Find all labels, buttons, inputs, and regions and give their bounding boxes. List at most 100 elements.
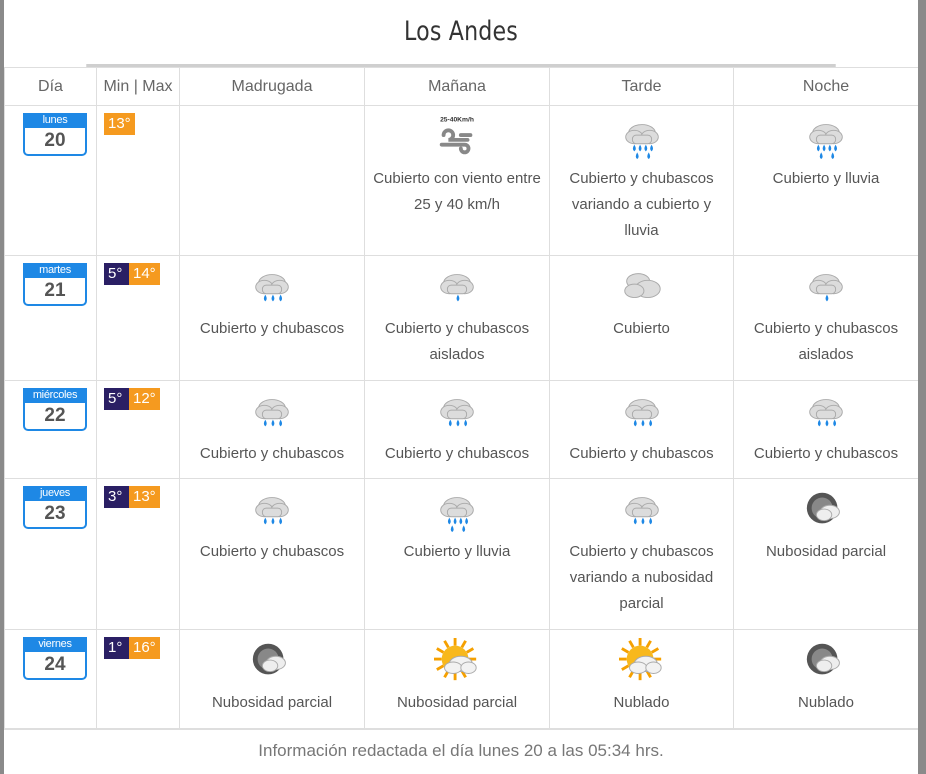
moon-cloud-icon: [806, 643, 840, 675]
forecast-row: martes 21 5° 14° Cubierto y chubascos Cu…: [4, 255, 918, 381]
day-badge: jueves 23: [23, 486, 87, 529]
day-number: 23: [44, 503, 66, 524]
temp-min: 5°: [104, 263, 129, 285]
period-cell: Cubierto y chubascos aislados: [364, 255, 550, 381]
condition-text: Cubierto con viento entre 25 y 40 km/h: [373, 170, 541, 213]
condition-text: Cubierto: [613, 320, 670, 337]
day-cell: miércoles 22: [4, 380, 97, 479]
period-cell: Cubierto y lluvia: [364, 478, 550, 630]
day-name: martes: [25, 263, 85, 278]
cloud-icon: [623, 273, 661, 299]
temp-cell: 13°: [96, 105, 180, 256]
condition-text: Nublado: [613, 694, 670, 711]
header-day: Día: [4, 67, 97, 106]
day-name: miércoles: [25, 388, 85, 403]
period-cell: Cubierto y chubascos: [549, 380, 734, 479]
condition-text: Nubosidad parcial: [211, 694, 333, 711]
period-cell: Nubosidad parcial: [179, 629, 365, 729]
period-cell: Nubosidad parcial: [733, 478, 918, 630]
light-rain-icon: [809, 274, 843, 302]
temp-max: 14°: [129, 263, 160, 285]
day-name: viernes: [25, 637, 85, 652]
condition-text: Cubierto y chubascos: [199, 445, 345, 462]
header-tarde: Tarde: [549, 67, 734, 106]
day-badge: miércoles 22: [23, 388, 87, 431]
forecast-table: Día Min | Max Madrugada Mañana Tarde Noc…: [4, 67, 918, 729]
condition-text: Nubosidad parcial: [765, 543, 887, 560]
moon-cloud-icon: [252, 643, 286, 675]
period-cell: 25-40Km/h Cubierto con viento entre 25 y…: [364, 105, 550, 256]
moon-cloud-icon: [806, 492, 840, 524]
forecast-row: jueves 23 3° 13° Cubierto y chubascos Cu…: [4, 478, 918, 630]
condition-text: Cubierto y chubascos: [199, 320, 345, 337]
sun-cloud-icon: [434, 638, 477, 681]
day-cell: viernes 24: [4, 629, 97, 729]
period-cell: Cubierto y chubascos: [733, 380, 918, 479]
showers-icon: [624, 497, 659, 525]
temp-cell: 5° 14°: [96, 255, 180, 381]
condition-text: Nublado: [798, 694, 854, 711]
condition-text: Cubierto y chubascos variando a cubierto…: [569, 170, 714, 239]
temp-max: 12°: [129, 388, 160, 410]
temp-max: 13°: [129, 486, 160, 508]
forecast-row: lunes 20 13° 25-40Km/h Cubierto con vien…: [4, 105, 918, 256]
showers-icon: [255, 497, 289, 525]
day-name: jueves: [25, 486, 85, 501]
header-row: Día Min | Max Madrugada Mañana Tarde Noc…: [4, 67, 918, 106]
forecast-row: viernes 24 1° 16° Nubosidad parcial Nubo…: [4, 629, 918, 729]
period-cell: Cubierto y chubascos aislados: [733, 255, 918, 381]
light-rain-icon: [440, 274, 474, 302]
condition-text: Nubosidad parcial: [396, 694, 518, 711]
period-cell: Nublado: [549, 629, 734, 729]
day-number: 20: [44, 130, 66, 151]
condition-text: Cubierto y lluvia: [772, 170, 880, 187]
condition-text: Cubierto y lluvia: [403, 543, 511, 560]
forecast-row: miércoles 22 5° 12° Cubierto y chubascos…: [4, 380, 918, 479]
day-number: 22: [44, 405, 66, 426]
temp-max: 16°: [129, 637, 160, 659]
wind-icon: 25-40Km/h: [439, 117, 474, 155]
temp-max: 13°: [104, 113, 135, 135]
day-cell: jueves 23: [4, 478, 97, 630]
header-madrugada: Madrugada: [179, 67, 365, 106]
heavy-rain-icon: [624, 124, 659, 160]
showers-icon: [624, 399, 659, 427]
wind-speed-label: 25-40Km/h: [440, 117, 474, 124]
header-noche: Noche: [733, 67, 918, 106]
temp-cell: 1° 16°: [96, 629, 180, 729]
heavy-rain-icon: [809, 124, 843, 160]
forecast-panel: Los Andes Día Min | Max Madrugada Mañana…: [4, 0, 918, 774]
temp-cell: 5° 12°: [96, 380, 180, 479]
period-cell: Cubierto y lluvia: [733, 105, 918, 256]
period-cell: Cubierto y chubascos: [179, 255, 365, 381]
period-cell: Cubierto y chubascos: [364, 380, 550, 479]
header-manana: Mañana: [364, 67, 550, 106]
heavy-rain-icon: [440, 497, 474, 533]
sun-cloud-icon: [618, 638, 662, 681]
period-cell: Nubosidad parcial: [364, 629, 550, 729]
condition-text: Cubierto y chubascos: [753, 445, 899, 462]
period-cell: Cubierto y chubascos variando a cubierto…: [549, 105, 734, 256]
day-badge: lunes 20: [23, 113, 87, 156]
day-badge: martes 21: [23, 263, 87, 306]
temp-min: 3°: [104, 486, 129, 508]
period-cell: Cubierto y chubascos variando a nubosida…: [549, 478, 734, 630]
footer-note: Información redactada el día lunes 20 a …: [4, 729, 918, 772]
temp-min: 5°: [104, 388, 129, 410]
period-cell: [179, 105, 365, 256]
temp-cell: 3° 13°: [96, 478, 180, 630]
day-badge: viernes 24: [23, 637, 87, 680]
condition-text: Cubierto y chubascos aislados: [753, 320, 899, 363]
period-cell: Cubierto y chubascos: [179, 478, 365, 630]
condition-text: Cubierto y chubascos: [384, 445, 530, 462]
period-cell: Cubierto y chubascos: [179, 380, 365, 479]
showers-icon: [809, 399, 843, 427]
day-cell: martes 21: [4, 255, 97, 381]
page-title: Los Andes: [86, 0, 836, 67]
day-number: 24: [44, 654, 66, 675]
condition-text: Cubierto y chubascos: [569, 445, 714, 462]
period-cell: Cubierto: [549, 255, 734, 381]
showers-icon: [255, 399, 289, 427]
condition-text: Cubierto y chubascos variando a nubosida…: [569, 543, 714, 612]
period-cell: Nublado: [733, 629, 918, 729]
